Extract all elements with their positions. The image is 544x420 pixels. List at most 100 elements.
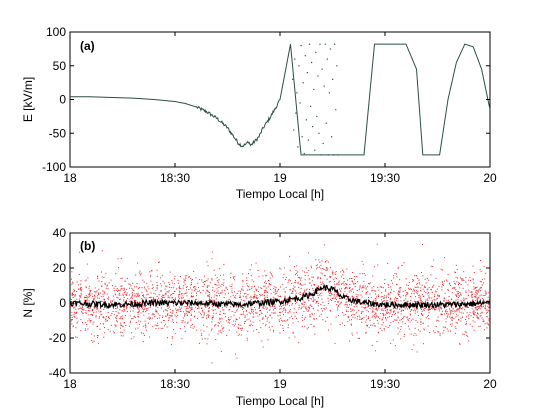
n-scatter-point bbox=[168, 286, 170, 288]
n-scatter-point bbox=[203, 312, 205, 314]
n-scatter-point bbox=[440, 268, 442, 270]
n-scatter-point bbox=[408, 282, 410, 284]
n-scatter-point bbox=[330, 310, 332, 312]
n-scatter-point bbox=[153, 298, 155, 300]
n-scatter-point bbox=[244, 300, 246, 302]
n-scatter-point bbox=[295, 269, 297, 271]
n-scatter-point bbox=[259, 310, 261, 312]
n-scatter-point bbox=[211, 278, 213, 280]
n-scatter-point bbox=[389, 309, 391, 311]
n-scatter-point bbox=[179, 290, 181, 292]
n-scatter-point bbox=[228, 319, 230, 321]
n-scatter-point bbox=[420, 318, 422, 320]
n-scatter-point bbox=[310, 304, 312, 306]
n-scatter-point bbox=[160, 290, 162, 292]
n-scatter-point bbox=[148, 318, 150, 320]
n-scatter-point bbox=[163, 282, 165, 284]
n-scatter-point bbox=[103, 276, 105, 278]
n-scatter-point bbox=[414, 275, 416, 277]
n-scatter-point bbox=[383, 300, 385, 302]
n-scatter-point bbox=[480, 294, 482, 296]
n-scatter-point bbox=[449, 316, 451, 318]
n-scatter-point bbox=[110, 301, 112, 303]
n-scatter-point bbox=[310, 267, 312, 269]
n-scatter-point bbox=[472, 279, 474, 281]
n-scatter-point bbox=[221, 289, 223, 291]
n-scatter-point bbox=[485, 312, 487, 314]
n-scatter-point bbox=[93, 321, 95, 323]
n-scatter-point bbox=[148, 288, 150, 290]
n-scatter-point bbox=[444, 313, 446, 315]
n-scatter-point bbox=[250, 295, 252, 297]
n-scatter-point bbox=[178, 287, 180, 289]
n-scatter-point bbox=[329, 276, 331, 278]
n-scatter-point bbox=[437, 319, 439, 321]
n-scatter-point bbox=[141, 294, 143, 296]
n-scatter-point bbox=[437, 295, 439, 297]
n-scatter-point bbox=[345, 302, 347, 304]
n-scatter-point bbox=[116, 315, 118, 317]
n-scatter-point bbox=[464, 298, 466, 300]
n-scatter-point bbox=[428, 309, 430, 311]
n-scatter-point bbox=[235, 297, 237, 299]
n-scatter-point bbox=[447, 330, 449, 332]
n-scatter-point bbox=[131, 288, 133, 290]
n-scatter-point bbox=[306, 309, 308, 311]
n-scatter-point bbox=[343, 284, 345, 286]
n-scatter-point bbox=[239, 290, 241, 292]
n-scatter-point bbox=[335, 274, 337, 276]
n-scatter-point bbox=[94, 296, 96, 298]
n-scatter-point bbox=[233, 301, 235, 303]
n-scatter-point bbox=[408, 303, 410, 305]
n-scatter-point bbox=[142, 306, 144, 308]
n-scatter-point bbox=[89, 310, 91, 312]
n-scatter-point bbox=[269, 277, 271, 279]
n-scatter-point bbox=[485, 309, 487, 311]
n-scatter-point bbox=[212, 299, 214, 301]
n-scatter-point bbox=[145, 298, 147, 300]
n-scatter-point bbox=[263, 294, 265, 296]
n-scatter-point bbox=[129, 315, 131, 317]
n-scatter-point bbox=[291, 315, 293, 317]
n-scatter-point bbox=[456, 306, 458, 308]
n-scatter-point bbox=[143, 314, 145, 316]
n-scatter-point bbox=[285, 276, 287, 278]
n-scatter-point bbox=[158, 297, 160, 299]
n-scatter-point bbox=[92, 295, 94, 297]
n-scatter-point bbox=[81, 306, 83, 308]
n-scatter-point bbox=[250, 275, 252, 277]
n-scatter-point bbox=[244, 315, 246, 317]
n-scatter-point bbox=[326, 317, 328, 319]
n-scatter-point bbox=[407, 318, 409, 320]
n-scatter-point bbox=[476, 299, 478, 301]
n-scatter-point bbox=[71, 271, 73, 273]
n-scatter-point bbox=[346, 304, 348, 306]
n-scatter-point bbox=[184, 306, 186, 308]
n-scatter-point bbox=[71, 311, 73, 313]
n-scatter-point bbox=[206, 261, 208, 263]
n-scatter-point bbox=[120, 258, 122, 260]
n-scatter-point bbox=[421, 284, 423, 286]
n-scatter-point bbox=[305, 308, 307, 310]
n-scatter-point bbox=[456, 310, 458, 312]
n-scatter-point bbox=[279, 308, 281, 310]
n-scatter-point bbox=[240, 327, 242, 329]
n-scatter-point bbox=[345, 298, 347, 300]
n-scatter-point bbox=[80, 292, 82, 294]
n-scatter-point bbox=[480, 305, 482, 307]
n-scatter-point bbox=[444, 327, 446, 329]
n-scatter-point bbox=[102, 295, 104, 297]
n-scatter-point bbox=[366, 324, 368, 326]
n-scatter-point bbox=[196, 317, 198, 319]
n-scatter-point bbox=[112, 307, 114, 309]
n-scatter-point bbox=[298, 286, 300, 288]
n-scatter-point bbox=[76, 336, 78, 338]
n-scatter-point bbox=[377, 295, 379, 297]
n-scatter-point bbox=[139, 270, 141, 272]
n-scatter-point bbox=[173, 287, 175, 289]
n-scatter-point bbox=[269, 309, 271, 311]
n-scatter-point bbox=[407, 325, 409, 327]
n-scatter-point bbox=[452, 313, 454, 315]
n-scatter-point bbox=[284, 295, 286, 297]
